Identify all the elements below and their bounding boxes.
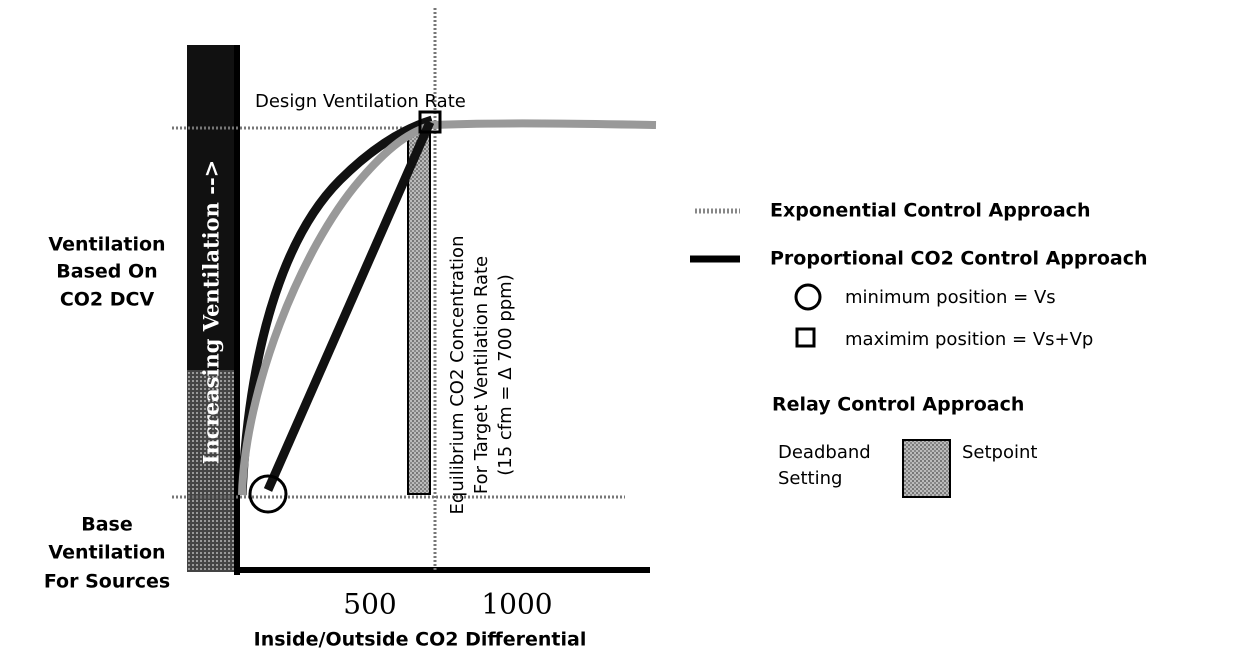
x-axis-label: Inside/Outside CO2 Differential xyxy=(254,629,587,651)
relay-bar xyxy=(407,127,431,495)
lower-label: Ventilation xyxy=(48,542,165,564)
x-tick-label: 500 xyxy=(343,588,396,621)
upper-label: Based On xyxy=(56,261,157,283)
x-tick-label: 1000 xyxy=(481,588,552,621)
minimum-marker xyxy=(248,474,288,514)
legend-relay: Relay Control Approach xyxy=(772,394,1024,416)
legend-deadband: Deadband xyxy=(778,442,871,463)
legend-minimum-swatch xyxy=(794,283,822,311)
legend-deadband: Setting xyxy=(778,468,842,489)
equilibrium-note: Equilibrium CO2 Concentration xyxy=(447,236,468,515)
design-rate-label: Design Ventilation Rate xyxy=(255,91,466,112)
proportional-line xyxy=(263,120,435,492)
proportional-curve xyxy=(237,115,434,496)
legend-setpoint: Setpoint xyxy=(962,442,1037,463)
legend-proportional: Proportional CO2 Control Approach xyxy=(770,248,1148,270)
equilibrium-note: (15 cfm = Δ 700 ppm) xyxy=(495,274,516,475)
y-axis-bar-base xyxy=(187,370,240,572)
y-axis-label: Increasing Ventilation --> xyxy=(199,160,224,465)
legend-maximum: maximim position = Vs+Vp xyxy=(845,329,1093,350)
upper-label: CO2 DCV xyxy=(60,289,155,311)
legend-maximum-swatch xyxy=(795,327,816,348)
maximum-marker xyxy=(418,110,442,134)
lower-label: Base xyxy=(81,514,133,536)
legend-relay-swatch xyxy=(902,439,951,498)
equilibrium-note: For Target Ventilation Rate xyxy=(471,256,492,494)
upper-label: Ventilation xyxy=(48,234,165,256)
legend-exponential: Exponential Control Approach xyxy=(770,200,1090,222)
legend-minimum: minimum position = Vs xyxy=(845,287,1056,308)
lower-label: For Sources xyxy=(44,571,170,593)
exponential-curve xyxy=(238,119,657,496)
